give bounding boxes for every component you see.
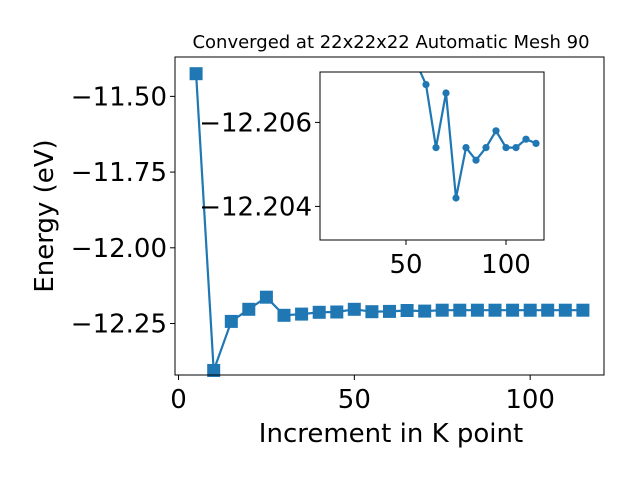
main-data-point [330,305,344,319]
main-data-point [435,303,449,317]
inset-data-point [432,144,440,152]
main-data-point [189,67,203,81]
inset-data-point [482,144,490,152]
main-chart: Converged at 22x22x22 Automatic Mesh 90 … [30,32,605,449]
main-data-point [558,303,572,317]
y-tick-label: −12.00 [71,234,167,264]
main-axes-frame [174,56,605,376]
inset-x-tick-label: 50 [389,250,422,280]
inset-data-point [462,144,470,152]
main-data-point [347,302,361,316]
inset-data-point [472,156,480,164]
inset-ticks: 50 100 −12.206 −12.204 [199,108,531,280]
main-ticks: 0 50 100 −11.50 −11.75 −12.00 −12.25 [71,82,555,415]
main-data-point [365,305,379,319]
y-tick-label: −11.75 [71,158,167,188]
main-data-point [418,304,432,318]
main-data-point [453,303,467,317]
inset-y-tick-label: −12.204 [199,192,312,222]
main-data-point [576,303,590,317]
main-data-point [207,364,221,377]
x-tick-label: 100 [505,385,555,415]
inset-data-point [442,89,450,97]
y-tick-label: −12.25 [71,310,167,340]
inset-data-point [522,135,530,143]
main-data-point [488,303,502,317]
x-axis-label: Increment in K point [259,419,523,449]
inset-plot-area [419,72,540,202]
inset-data-point [502,144,510,152]
main-data-point [312,305,326,319]
inset-data-point [512,144,520,152]
main-data-point [383,304,396,318]
main-data-point [259,290,273,304]
main-data-point [295,307,309,321]
main-data-point [242,302,256,316]
inset-data-point [452,194,460,202]
inset-marks [419,72,540,202]
inset-chart: 50 100 −12.206 −12.204 [199,71,545,280]
y-tick-label: −11.50 [71,82,167,112]
inset-data-point [492,127,500,135]
inset-y-tick-label: −12.206 [199,108,312,138]
y-axis-label: Energy (eV) [30,139,60,292]
inset-data-point [532,139,540,147]
main-data-point [277,308,291,322]
inset-background [320,72,544,240]
main-data-point [400,304,414,317]
main-data-point [523,303,537,317]
main-data-point [470,303,484,317]
x-tick-label: 50 [338,385,371,415]
main-marks [189,67,590,377]
main-data-point [541,303,555,317]
chart-title: Converged at 22x22x22 Automatic Mesh 90 [192,32,589,53]
main-data-point [224,314,238,328]
x-tick-label: 0 [170,385,187,415]
inset-x-tick-label: 100 [481,250,531,280]
inset-axes-frame [319,71,545,241]
main-data-point [506,303,520,317]
inset-data-point [422,81,430,89]
